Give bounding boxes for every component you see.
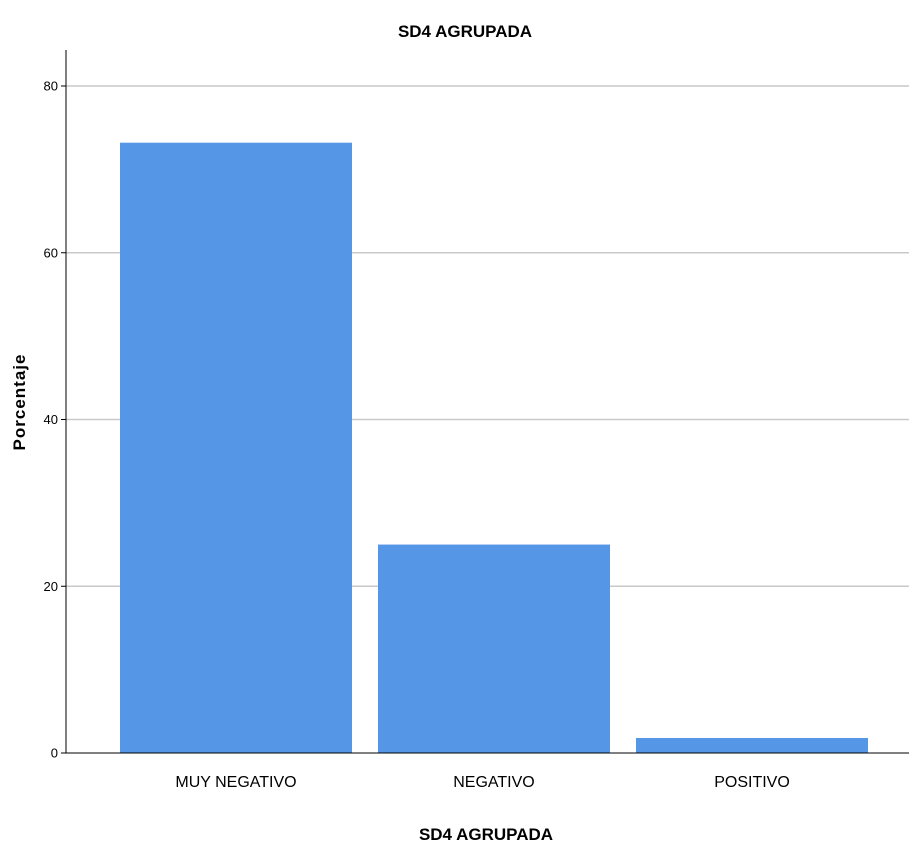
- x-tick-label-positivo: POSITIVO: [714, 774, 790, 791]
- y-tick-label-60: 60: [44, 245, 58, 260]
- bar-negativo: [378, 544, 610, 753]
- bars: [120, 142, 868, 753]
- y-tick-label-80: 80: [44, 79, 58, 94]
- y-tick-label-40: 40: [44, 412, 58, 427]
- x-axis-title: SD4 AGRUPADA: [419, 825, 553, 844]
- x-tick-labels: MUY NEGATIVO NEGATIVO POSITIVO: [175, 774, 789, 791]
- axes: [65, 50, 909, 754]
- y-tick-label-0: 0: [51, 746, 58, 761]
- x-tick-label-negativo: NEGATIVO: [453, 774, 535, 791]
- chart-title: SD4 AGRUPADA: [398, 22, 532, 41]
- y-tick-label-20: 20: [44, 579, 58, 594]
- x-tick-label-muy-negativo: MUY NEGATIVO: [175, 774, 296, 791]
- y-tick-labels: 0 20 40 60 80: [44, 79, 66, 761]
- bar-positivo: [636, 737, 868, 753]
- bar-muy-negativo: [120, 142, 352, 753]
- y-axis-title: Porcentaje: [10, 354, 29, 451]
